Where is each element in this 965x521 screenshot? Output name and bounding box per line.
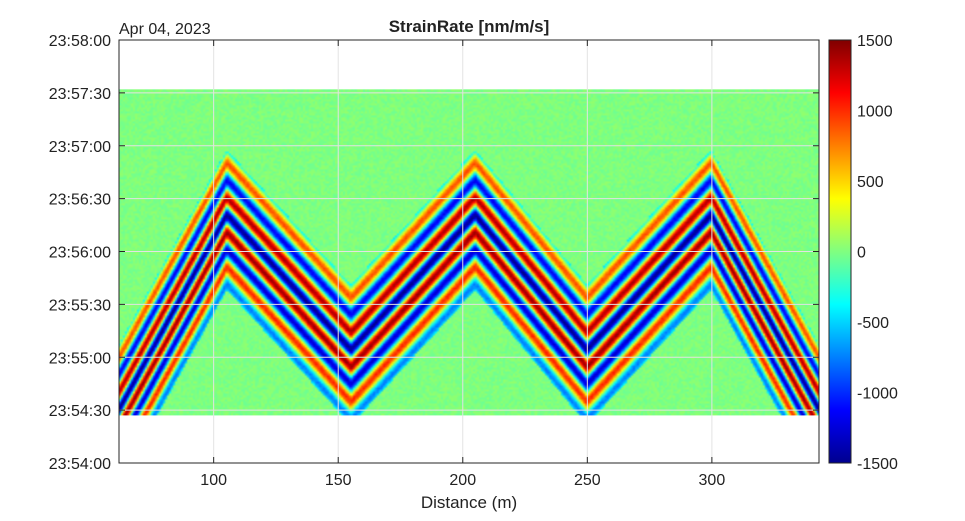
y-tick-label: 23:54:00 [49, 456, 111, 473]
date-label: Apr 04, 2023 [119, 21, 211, 38]
colorbar-tick-label: 1000 [857, 104, 893, 121]
x-tick-label: 300 [699, 472, 726, 489]
y-tick-label: 23:57:30 [49, 86, 111, 103]
x-tick-label: 100 [200, 472, 227, 489]
strain-rate-heatmap [119, 89, 819, 416]
y-tick-label: 23:55:00 [49, 350, 111, 367]
y-tick-label: 23:57:00 [49, 139, 111, 156]
y-tick-label: 23:55:30 [49, 297, 111, 314]
x-tick-label: 200 [449, 472, 476, 489]
colorbar-tick-label: -1000 [857, 386, 898, 403]
colorbar-tick-label: -1500 [857, 456, 898, 473]
y-tick-label: 23:54:30 [49, 403, 111, 420]
colorbar-ticks: 1500 1000 500 0 -500 -1000 -1500 [857, 33, 898, 473]
colorbar-tick-label: -500 [857, 315, 889, 332]
x-axis-label: Distance (m) [421, 493, 517, 512]
colorbar [828, 39, 852, 464]
chart-title: StrainRate [nm/m/s] [389, 17, 550, 36]
x-tick-label: 250 [574, 472, 601, 489]
tick-marks [119, 39, 819, 464]
x-tick-label: 150 [325, 472, 352, 489]
y-tick-label: 23:58:00 [49, 33, 111, 50]
y-tick-label: 23:56:00 [49, 245, 111, 262]
colorbar-tick-label: 1500 [857, 33, 893, 50]
colorbar-tick-label: 500 [857, 174, 884, 191]
colorbar-tick-label: 0 [857, 245, 866, 262]
y-axis-ticks: 23:54:00 23:54:30 23:55:00 23:55:30 23:5… [49, 33, 111, 473]
y-tick-label: 23:56:30 [49, 192, 111, 209]
x-axis-ticks: 100 150 200 250 300 [200, 472, 725, 489]
